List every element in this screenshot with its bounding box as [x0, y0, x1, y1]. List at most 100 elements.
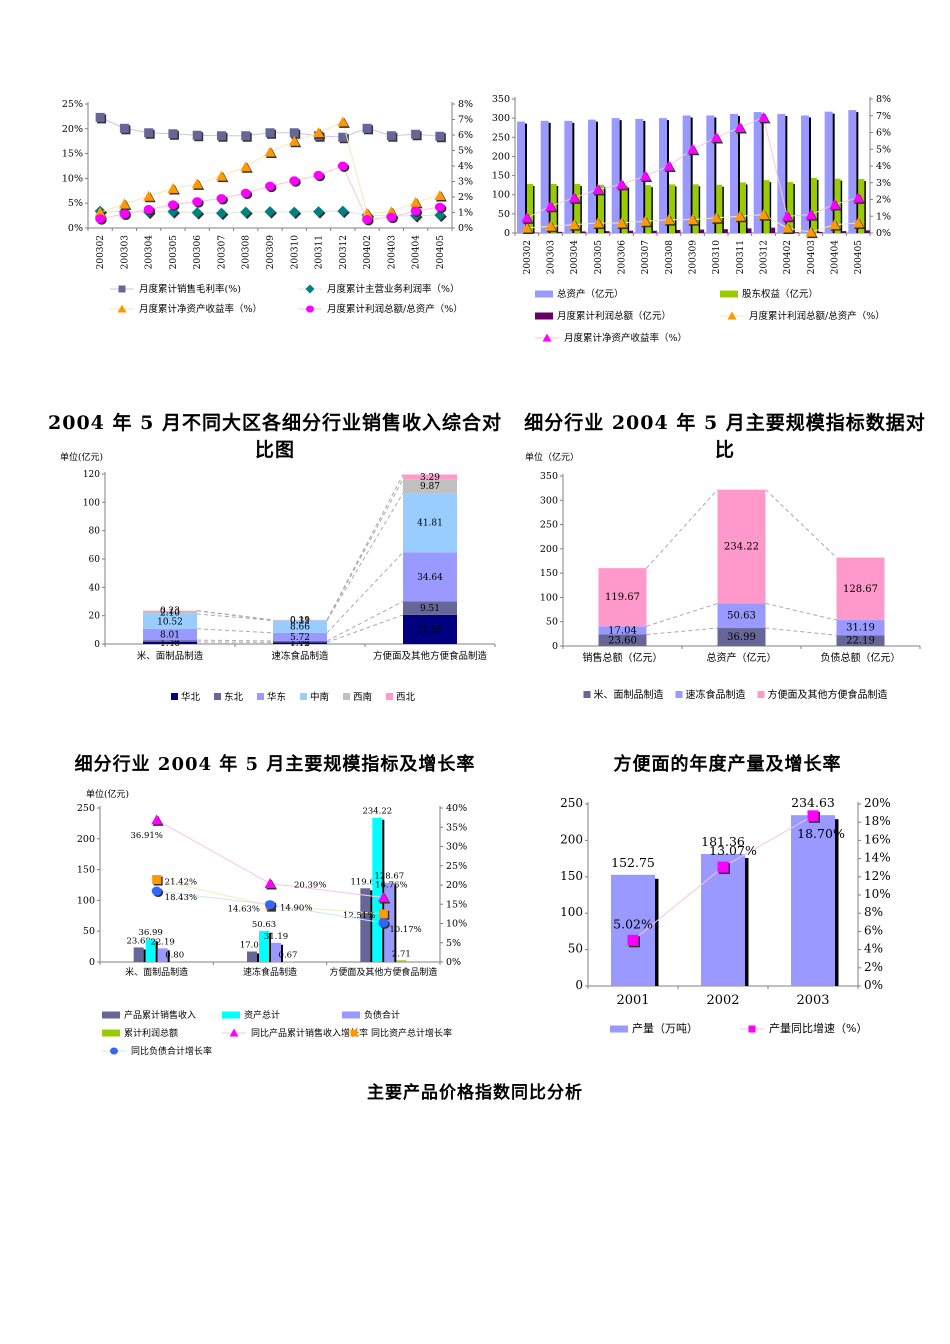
category-label: 200306 — [193, 235, 203, 270]
bar-shadow — [675, 186, 677, 233]
legend-item: 产量（万吨） — [610, 1021, 698, 1035]
connector-line — [646, 602, 718, 627]
category-label: 200308 — [242, 235, 252, 270]
bar-segment — [273, 642, 327, 644]
marker-square — [386, 131, 396, 141]
bar-profit — [700, 229, 705, 233]
legend-label: 产品累计销售收入 — [124, 1009, 196, 1021]
connector-line — [326, 492, 404, 621]
category-label: 米、面制品制造 — [125, 966, 188, 978]
bar-shadow — [714, 117, 717, 233]
marker-diamond — [305, 284, 315, 294]
bar — [247, 951, 257, 962]
axis-tick-label: 4% — [458, 161, 473, 172]
value-label: 41.81 — [417, 519, 443, 529]
category-label: 2001 — [616, 993, 649, 1008]
legend-item: 西北 — [386, 692, 416, 703]
bar-equity — [716, 184, 723, 233]
axis-tick-label: 50 — [546, 617, 558, 628]
legend-label: 月度累计净资产收益率（%） — [564, 332, 687, 344]
bar — [271, 942, 281, 962]
legend-item: 中南 — [300, 691, 329, 703]
legend-swatch — [300, 693, 307, 700]
legend-label: 负债合计 — [364, 1009, 400, 1021]
value-label: 10.52 — [157, 617, 183, 627]
bar-profit — [629, 230, 634, 233]
legend-item: 总资产（亿元） — [535, 288, 624, 300]
marker-triangle — [568, 192, 580, 203]
bar-shadow — [864, 181, 866, 233]
value-label: 17.04 — [240, 941, 264, 951]
legend-label: 同比产品累计销售收入增长率 — [251, 1027, 368, 1039]
value-label: 181.36 — [701, 834, 745, 849]
connector-line — [326, 474, 404, 621]
value-label: 14.63% — [228, 905, 260, 915]
axis-tick-label: 250 — [560, 796, 583, 810]
connector-line — [196, 639, 274, 642]
category-label: 200403 — [807, 240, 817, 275]
value-label: 36.99 — [138, 928, 162, 938]
category-label: 200305 — [169, 235, 179, 270]
legend-swatch — [535, 312, 553, 320]
bar-segment — [598, 634, 647, 646]
marker-circle — [306, 305, 314, 313]
marker-diamond — [313, 206, 325, 218]
legend-label: 产量同比增速（%） — [769, 1021, 867, 1035]
axis-tick-label: 20% — [62, 124, 83, 135]
value-label: 22.19 — [150, 937, 174, 947]
value-label: 128.67 — [843, 584, 878, 595]
axis-tick-label: 0% — [864, 978, 883, 992]
legend-item: 产量同比增速（%） — [740, 1021, 867, 1035]
bar-total-assets — [848, 110, 857, 233]
bar-shadow — [722, 186, 724, 233]
bar-total-assets — [730, 113, 738, 233]
bar — [396, 960, 407, 962]
category-label: 200302 — [523, 240, 533, 274]
legend-label: 速冻食品制造 — [686, 688, 746, 701]
category-label: 200308 — [665, 240, 675, 275]
value-label: 50.63 — [727, 611, 756, 622]
bar-segment — [403, 493, 457, 553]
legend-swatch — [257, 693, 264, 700]
axis-tick-label: 150 — [560, 869, 583, 883]
value-label: 0.67 — [279, 951, 298, 961]
legend-label: 同比资产总计增长率 — [371, 1027, 452, 1039]
legend-label: 西北 — [396, 692, 416, 703]
marker-triangle — [710, 132, 722, 143]
marker-square — [717, 861, 729, 873]
axis-tick-label: 4% — [864, 942, 883, 956]
bar-shadow — [370, 890, 373, 962]
marker-triangle — [215, 170, 227, 181]
axis-tick-label: 100 — [77, 895, 95, 906]
marker-square — [807, 810, 819, 822]
bar-shadow — [832, 113, 835, 233]
bar-shadow — [394, 884, 397, 962]
axis-tick-label: 25% — [62, 99, 83, 110]
value-label: 12.51% — [343, 911, 375, 921]
marker-triangle — [118, 198, 130, 209]
axis-tick-label: 100 — [492, 190, 510, 201]
axis-tick-label: 40% — [446, 803, 467, 814]
category-label: 方便面及其他方便食品制造 — [373, 650, 488, 662]
value-label: 1.04 — [290, 638, 310, 648]
axis-tick-label: 250 — [540, 520, 558, 531]
axis-tick-label: 0 — [89, 957, 95, 968]
axis-tick-label: 60 — [89, 555, 101, 565]
value-label: 36.91% — [130, 831, 162, 841]
bar-shadow — [525, 123, 527, 233]
axis-tick-label: 0% — [68, 223, 83, 234]
category-label: 销售总额（亿元） — [583, 651, 663, 664]
axis-tick-label: 200 — [492, 151, 510, 162]
value-label: 14.90% — [280, 904, 312, 914]
axis-tick-label: 7% — [458, 115, 473, 126]
axis-tick-label: 1% — [876, 211, 891, 222]
category-label: 米、面制品制造 — [137, 650, 204, 662]
bar-segment — [143, 610, 197, 614]
chart-monthly-profit-ratios: 0% 5% 10% 15% 20% 25% 0% 1% 2% 3% 4% 5% 6% 7% 8% 200302… — [62, 99, 473, 315]
title-price-index-analysis: 主要产品价格指数同比分析 — [367, 1083, 583, 1103]
marker-square — [95, 112, 105, 122]
legend-swatch — [675, 691, 683, 698]
bar-segment — [273, 620, 327, 633]
legend-item: 产品累计销售收入 — [102, 1009, 196, 1021]
marker-square — [168, 129, 178, 139]
